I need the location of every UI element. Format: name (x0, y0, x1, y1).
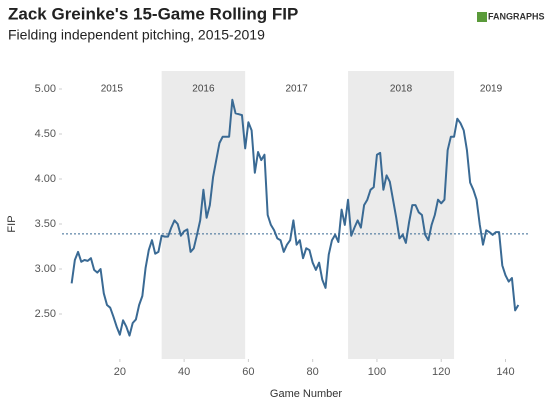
chart-subtitle: Fielding independent pitching, 2015-2019 (8, 27, 265, 43)
x-tick-label: 80 (307, 366, 319, 378)
y-tick-label: 2.50 (35, 308, 56, 320)
line-series (70, 98, 520, 337)
x-tick-label: 100 (368, 366, 386, 378)
x-axis-label: Game Number (270, 388, 342, 400)
season-label: 2015 (101, 84, 124, 95)
y-tick-label: 3.00 (35, 263, 56, 275)
y-axis-label: FIP (6, 215, 18, 232)
y-tick-label: 5.00 (35, 83, 56, 95)
x-tick-label: 60 (242, 366, 254, 378)
chart-title: Zack Greinke's 15-Game Rolling FIP (8, 4, 298, 23)
season-label: 2018 (390, 84, 413, 95)
logo: FANGRAPHS (488, 11, 545, 21)
season-band (161, 71, 246, 359)
season-band (348, 71, 455, 359)
season-label: 2017 (285, 84, 308, 95)
x-tick-label: 40 (178, 366, 190, 378)
y-tick-label: 4.00 (35, 173, 56, 185)
season-label: 2016 (192, 84, 215, 95)
logo-icon (477, 12, 487, 22)
y-tick-label: 4.50 (35, 128, 56, 140)
x-tick-label: 140 (496, 366, 514, 378)
season-label: 2019 (480, 84, 503, 95)
y-tick-label: 3.50 (35, 218, 56, 230)
x-tick-label: 120 (432, 366, 450, 378)
x-tick-label: 20 (114, 366, 126, 378)
